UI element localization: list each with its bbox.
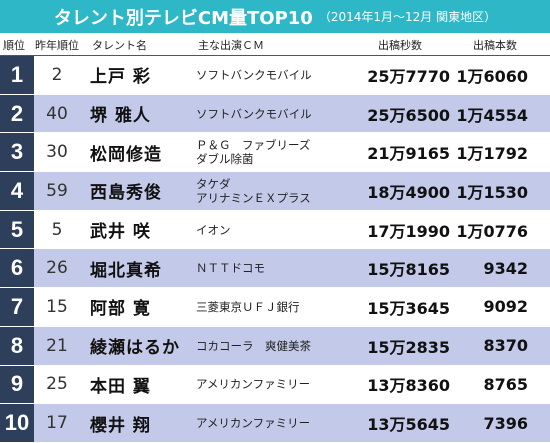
table-row: 9 25 本田 翼 アメリカンファミリー 13万8360 8765 xyxy=(0,365,550,405)
rank-number: 8 xyxy=(0,326,34,365)
talent-name: 松岡修造 xyxy=(90,144,162,165)
airtime-seconds: 21万9165 xyxy=(367,144,450,164)
main-cm-line: 三菱東京ＵＦＪ銀行 xyxy=(196,299,300,314)
main-cm: アメリカンファミリー xyxy=(196,404,356,442)
main-cm-line: イオン xyxy=(196,222,231,237)
header-count: 出稿本数 xyxy=(473,39,517,52)
airing-count: 7396 xyxy=(483,413,528,433)
airing-count: 8765 xyxy=(483,374,528,394)
table-row: 10 17 櫻井 翔 アメリカンファミリー 13万5645 7396 xyxy=(0,404,550,443)
prev-rank: 17 xyxy=(46,413,68,434)
prev-rank: 15 xyxy=(46,296,68,317)
table-row: 5 5 武井 咲 イオン 17万1990 1万0776 xyxy=(0,210,550,250)
main-cm: ソフトバンクモバイル xyxy=(196,95,356,133)
main-cm: ＮＴＴドコモ xyxy=(196,249,356,287)
table-row: 4 59 西島秀俊 タケダ アリナミンＥＸプラス 18万4900 1万1530 xyxy=(0,172,550,211)
talent-name: 堺 雅人 xyxy=(90,106,151,127)
main-cm-line: ＮＴＴドコモ xyxy=(196,261,265,276)
main-cm-line: タケダ xyxy=(196,176,231,191)
prev-rank: 2 xyxy=(51,64,63,85)
talent-name: 阿部 寛 xyxy=(90,299,151,320)
rank-number: 5 xyxy=(0,210,34,249)
rank-number: 7 xyxy=(0,288,34,326)
prev-rank: 30 xyxy=(46,142,68,163)
airtime-seconds: 18万4900 xyxy=(367,182,450,202)
prev-rank: 21 xyxy=(46,335,68,356)
table-body: 1 2 上戸 彩ソフトバンクモバイル 25万7770 1万6060 2 40 堺 雅人 ソフトバ… xyxy=(0,56,550,443)
table-row: 2 40 堺 雅人 ソフトバンクモバイル 25万6500 1万4554 xyxy=(0,94,550,134)
airing-count: 9342 xyxy=(483,258,528,278)
talent-name: 堀北真希 xyxy=(90,260,162,281)
talent-name: 櫻井 翔 xyxy=(90,415,151,436)
main-cm: Ｐ＆Ｇ ファブリーズ ダブル除菌 xyxy=(196,133,356,171)
talent-name: 綾瀬はるか xyxy=(90,338,180,359)
airtime-seconds: 13万5645 xyxy=(367,415,450,435)
main-cm: アメリカンファミリー xyxy=(196,366,356,404)
airing-count: 1万0776 xyxy=(456,221,528,241)
main-cm: イオン xyxy=(196,211,356,249)
header-row: 順位 昨年順位 タレント名 主な出演ＣＭ 出稿秒数 出稿本数 xyxy=(0,33,550,56)
table-subtitle: （2014年1月～12月 関東地区） xyxy=(318,10,497,24)
talent-name: 本田 翼 xyxy=(90,376,151,397)
main-cm: コカコーラ 爽健美茶 xyxy=(196,327,356,365)
header-prev-rank: 昨年順位 xyxy=(35,39,79,52)
main-cm-line: Ｐ＆Ｇ ファブリーズ xyxy=(196,138,311,153)
header-seconds: 出稿秒数 xyxy=(378,39,422,52)
talent-name: 武井 咲 xyxy=(90,222,151,243)
airing-count: 1万1792 xyxy=(456,144,528,164)
table-row: 6 26 堀北真希 ＮＴＴドコモ 15万8165 9342 xyxy=(0,249,550,289)
airing-count: 9092 xyxy=(483,297,528,317)
main-cm: 三菱東京ＵＦＪ銀行 xyxy=(196,288,356,326)
main-cm-line: アメリカンファミリー xyxy=(196,416,311,431)
airtime-seconds: 15万2835 xyxy=(367,337,450,357)
table-row: 3 30 松岡修造 Ｐ＆Ｇ ファブリーズ ダブル除菌 21万9165 1万1792 xyxy=(0,133,550,173)
rank-number: 4 xyxy=(0,172,34,210)
main-cm-line: コカコーラ 爽健美茶 xyxy=(196,338,311,353)
table-row: 8 21 綾瀬はるか コカコーラ 爽健美茶 15万2835 8370 xyxy=(0,326,550,366)
airtime-seconds: 15万3645 xyxy=(367,298,450,318)
header-show: 主な出演ＣＭ xyxy=(198,39,264,52)
main-cm-line: アメリカンファミリー xyxy=(196,377,311,392)
airtime-seconds: 25万6500 xyxy=(367,105,450,125)
rank-number: 10 xyxy=(0,404,34,442)
header-talent: タレント名 xyxy=(92,39,147,52)
main-cm-line: ソフトバンクモバイル xyxy=(196,67,312,82)
prev-rank: 25 xyxy=(46,374,68,395)
rank-number: 1 xyxy=(0,56,34,94)
airtime-seconds: 17万1990 xyxy=(367,221,450,241)
title-bar: タレント別テレビCM量TOP10 （2014年1月～12月 関東地区） xyxy=(0,0,550,33)
main-cm-line: ソフトバンクモバイル xyxy=(196,106,312,121)
main-cm-line: アリナミンＥＸプラス xyxy=(196,190,311,205)
talent-name: 西島秀俊 xyxy=(90,183,162,204)
airtime-seconds: 13万8360 xyxy=(367,376,450,396)
main-cm: ソフトバンクモバイル xyxy=(196,56,356,94)
rank-number: 6 xyxy=(0,249,34,288)
airing-count: 8370 xyxy=(483,336,528,356)
prev-rank: 40 xyxy=(46,103,68,124)
table-row: 1 2 上戸 彩 ソフトバンクモバイル 25万7770 1万6060 xyxy=(0,56,550,95)
main-cm: タケダ アリナミンＥＸプラス xyxy=(196,172,356,210)
main-cm-line: ダブル除菌 xyxy=(196,152,254,167)
prev-rank: 5 xyxy=(51,219,63,240)
rank-number: 3 xyxy=(0,133,34,172)
talent-name: 上戸 彩 xyxy=(90,67,151,88)
table-row: 7 15 阿部 寛 三菱東京ＵＦＪ銀行 15万3645 9092 xyxy=(0,288,550,327)
table-title: タレント別テレビCM量TOP10 xyxy=(53,7,313,29)
prev-rank: 26 xyxy=(46,258,68,279)
airing-count: 1万4554 xyxy=(456,105,528,125)
rank-number: 2 xyxy=(0,94,34,133)
header-rank: 順位 xyxy=(3,39,25,52)
airing-count: 1万6060 xyxy=(456,66,528,86)
airtime-seconds: 25万7770 xyxy=(367,66,450,86)
rank-number: 9 xyxy=(0,365,34,404)
airtime-seconds: 15万8165 xyxy=(367,260,450,280)
airing-count: 1万1530 xyxy=(456,182,528,202)
prev-rank: 59 xyxy=(46,180,68,201)
